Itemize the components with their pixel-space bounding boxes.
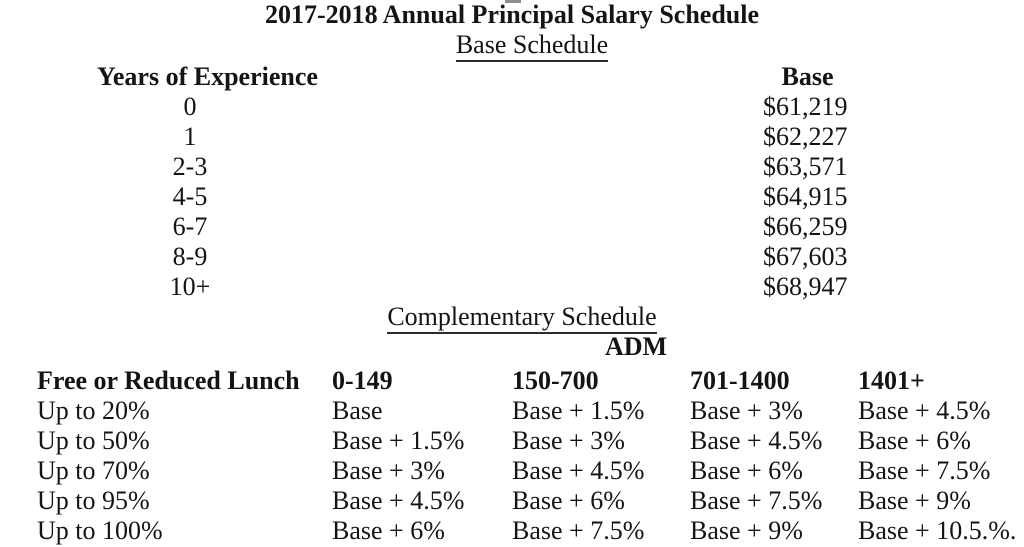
base-salary-cell: $67,603 — [763, 242, 848, 271]
years-of-experience-column-header: Years of Experience — [97, 62, 318, 91]
table-row: 1 $62,227 — [0, 122, 1024, 152]
adjustment-cell: Base + 9% — [690, 516, 803, 545]
adjustment-cell: Base + 10.5.%. — [858, 516, 1017, 545]
adjustment-cell: Base + 7.5% — [858, 456, 991, 485]
years-cell: 8-9 — [172, 242, 208, 271]
lunch-percent-cell: Up to 95% — [37, 486, 150, 515]
adjustment-cell: Base + 1.5% — [332, 426, 465, 455]
adjustment-cell: Base + 6% — [858, 426, 971, 455]
table-row: Up to 70% Base + 3% Base + 4.5% Base + 6… — [0, 456, 1024, 486]
table-row: 0 $61,219 — [0, 92, 1024, 122]
base-salary-cell: $68,947 — [763, 272, 848, 301]
adjustment-cell: Base + 4.5% — [512, 456, 645, 485]
years-cell: 6-7 — [172, 212, 208, 241]
adm-701-1400-column-header: 701-1400 — [690, 366, 790, 395]
base-schedule-header-row: Years of Experience Base — [0, 62, 1024, 92]
complementary-header-row: Free or Reduced Lunch 0-149 150-700 701-… — [0, 366, 1024, 396]
scan-artifact — [505, 0, 521, 3]
years-cell: 1 — [183, 122, 197, 151]
lunch-percent-cell: Up to 100% — [37, 516, 163, 545]
table-row: Up to 20% Base Base + 1.5% Base + 3% Bas… — [0, 396, 1024, 426]
adjustment-cell: Base + 1.5% — [512, 396, 645, 425]
adjustment-cell: Base + 4.5% — [332, 486, 465, 515]
table-row: 4-5 $64,915 — [0, 182, 1024, 212]
adjustment-cell: Base + 7.5% — [512, 516, 645, 545]
adjustment-cell: Base + 4.5% — [858, 396, 991, 425]
base-schedule-heading: Base Schedule — [455, 30, 609, 62]
lunch-percent-cell: Up to 50% — [37, 426, 150, 455]
adm-1401-plus-column-header: 1401+ — [858, 366, 925, 395]
table-row: Up to 50% Base + 1.5% Base + 3% Base + 4… — [0, 426, 1024, 456]
adjustment-cell: Base — [332, 396, 383, 425]
base-schedule-heading-row: Base Schedule — [0, 30, 1024, 62]
base-salary-cell: $63,571 — [763, 152, 848, 181]
complementary-schedule-heading: Complementary Schedule — [387, 302, 657, 334]
adjustment-cell: Base + 3% — [512, 426, 625, 455]
table-row: Up to 95% Base + 4.5% Base + 6% Base + 7… — [0, 486, 1024, 516]
base-salary-cell: $61,219 — [763, 92, 848, 121]
adjustment-cell: Base + 7.5% — [690, 486, 823, 515]
years-cell: 0 — [183, 92, 197, 121]
adm-label: ADM — [604, 332, 668, 361]
table-row: Up to 100% Base + 6% Base + 7.5% Base + … — [0, 516, 1024, 546]
adm-150-700-column-header: 150-700 — [512, 366, 599, 395]
adjustment-cell: Base + 3% — [690, 396, 803, 425]
adjustment-cell: Base + 3% — [332, 456, 445, 485]
base-salary-cell: $64,915 — [763, 182, 848, 211]
table-row: 2-3 $63,571 — [0, 152, 1024, 182]
years-cell: 10+ — [169, 272, 211, 301]
base-schedule-table: Years of Experience Base 0 $61,219 1 $62… — [0, 62, 1024, 302]
base-salary-cell: $62,227 — [763, 122, 848, 151]
table-row: 10+ $68,947 — [0, 272, 1024, 302]
lunch-percent-cell: Up to 20% — [37, 396, 150, 425]
adjustment-cell: Base + 9% — [858, 486, 971, 515]
adjustment-cell: Base + 6% — [332, 516, 445, 545]
adjustment-cell: Base + 4.5% — [690, 426, 823, 455]
adjustment-cell: Base + 6% — [512, 486, 625, 515]
adm-header-row: ADM — [0, 332, 1024, 362]
table-row: 6-7 $66,259 — [0, 212, 1024, 242]
years-cell: 2-3 — [172, 152, 208, 181]
complementary-schedule-table: Free or Reduced Lunch 0-149 150-700 701-… — [0, 366, 1024, 546]
years-cell: 4-5 — [172, 182, 208, 211]
lunch-percent-cell: Up to 70% — [37, 456, 150, 485]
base-salary-cell: $66,259 — [763, 212, 848, 241]
table-row: 8-9 $67,603 — [0, 242, 1024, 272]
adjustment-cell: Base + 6% — [690, 456, 803, 485]
complementary-schedule-heading-row: Complementary Schedule — [0, 302, 1024, 334]
free-or-reduced-lunch-column-header: Free or Reduced Lunch — [37, 366, 300, 395]
adm-0-149-column-header: 0-149 — [332, 366, 393, 395]
page-title: 2017-2018 Annual Principal Salary Schedu… — [264, 0, 760, 29]
base-column-header: Base — [781, 62, 834, 91]
